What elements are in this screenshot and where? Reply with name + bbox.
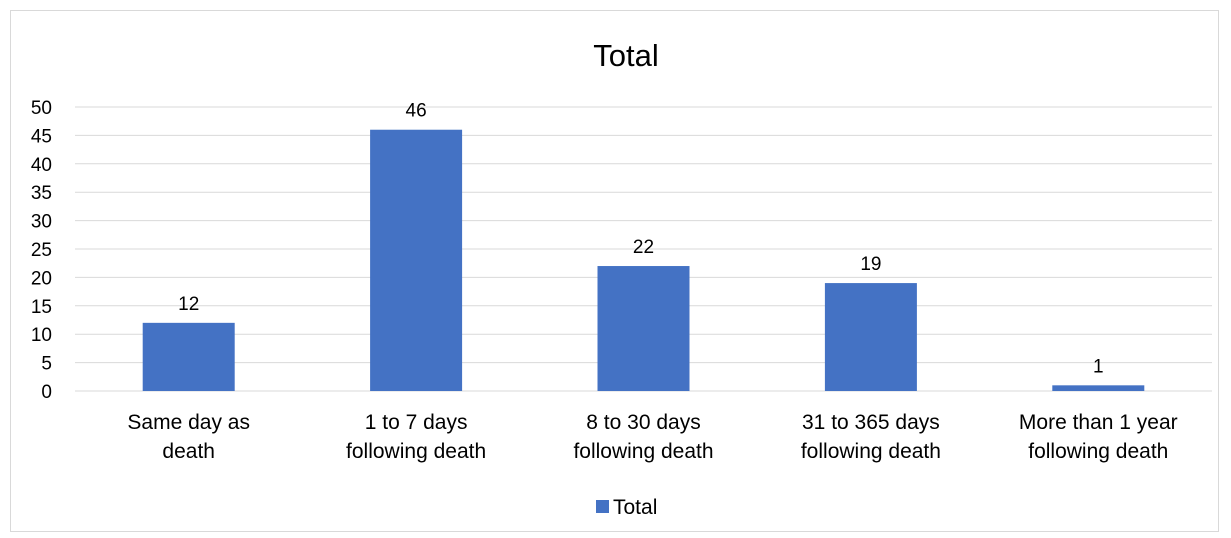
y-tick-label: 35 xyxy=(31,183,52,204)
bar[interactable] xyxy=(824,283,917,391)
x-category-label: 8 to 30 days following death xyxy=(573,411,713,463)
y-tick-label: 20 xyxy=(31,268,52,289)
bar[interactable] xyxy=(370,129,463,391)
chart-title: Total xyxy=(593,38,658,73)
x-category-line: More than 1 year xyxy=(1019,411,1178,434)
y-tick-label: 10 xyxy=(31,325,52,346)
x-category-line: following death xyxy=(573,440,713,463)
y-tick-label: 15 xyxy=(31,297,52,318)
data-label: 19 xyxy=(860,254,881,275)
x-axis-categories: Same day as death 1 to 7 days following dea… xyxy=(127,411,1177,463)
y-axis-ticks: 0 5 10 15 20 25 30 35 40 45 50 xyxy=(31,98,52,403)
y-tick-label: 45 xyxy=(31,126,52,147)
legend-label: Total xyxy=(613,496,657,519)
x-category-label: 31 to 365 days following death xyxy=(801,411,941,463)
x-category-line: following death xyxy=(1028,440,1168,463)
x-category-label: 1 to 7 days following death xyxy=(346,411,486,463)
x-category-line: following death xyxy=(801,440,941,463)
x-category-label: More than 1 year following death xyxy=(1019,411,1178,463)
bar[interactable] xyxy=(142,322,235,391)
y-tick-label: 5 xyxy=(41,354,52,375)
bar[interactable] xyxy=(597,266,690,391)
y-tick-label: 0 xyxy=(41,382,52,403)
x-category-label: Same day as death xyxy=(127,411,250,463)
data-label: 22 xyxy=(633,237,654,258)
x-category-line: 31 to 365 days xyxy=(802,411,940,434)
data-label: 12 xyxy=(178,294,199,315)
gridlines xyxy=(75,106,1212,392)
legend[interactable]: Total xyxy=(596,496,657,519)
y-tick-label: 40 xyxy=(31,155,52,176)
bar[interactable] xyxy=(1052,385,1145,391)
x-category-line: 1 to 7 days xyxy=(365,411,468,434)
y-tick-label: 25 xyxy=(31,240,52,261)
x-category-line: following death xyxy=(346,440,486,463)
x-category-line: Same day as xyxy=(127,411,250,434)
bars xyxy=(142,129,1145,391)
y-tick-label: 50 xyxy=(31,98,52,119)
legend-swatch xyxy=(596,500,609,513)
y-tick-label: 30 xyxy=(31,212,52,233)
data-labels: 12 46 22 19 1 xyxy=(178,101,1103,378)
data-label: 46 xyxy=(406,101,427,122)
x-category-line: death xyxy=(162,440,215,463)
x-category-line: 8 to 30 days xyxy=(586,411,700,434)
data-label: 1 xyxy=(1093,356,1104,377)
